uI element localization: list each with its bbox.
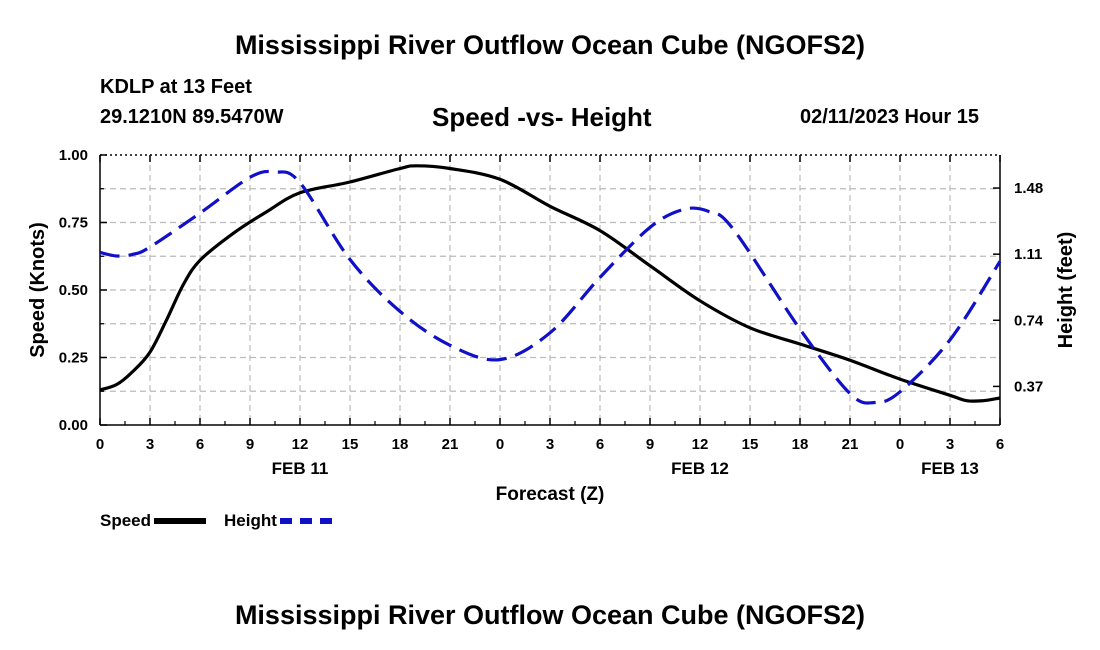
x-tick-label: 21: [442, 436, 459, 453]
x-axis-title: Forecast (Z): [496, 484, 605, 505]
y2-tick-label: 1.11: [1014, 246, 1042, 263]
y-tick-label: 0.50: [59, 282, 88, 299]
x-tick-label: 0: [96, 436, 104, 453]
x-tick-label: 15: [342, 436, 359, 453]
chart-legend: Speed Height: [100, 510, 350, 531]
x-tick-label: 6: [996, 436, 1004, 453]
legend-height-swatch: [279, 517, 332, 524]
chart-title: Mississippi River Outflow Ocean Cube (NG…: [234, 30, 866, 60]
x-tick-label: 3: [546, 436, 554, 453]
footer-title: Mississippi River Outflow Ocean Cube (NG…: [234, 600, 866, 630]
x-tick-label: 0: [896, 436, 904, 453]
x-tick-label: 15: [742, 436, 759, 453]
x-tick-label: 9: [246, 436, 254, 453]
x-tick-label: 18: [792, 436, 809, 453]
x-tick-label: 3: [946, 436, 954, 453]
y2-axis-title: Height (feet): [1055, 232, 1077, 349]
x-tick-label: 9: [646, 436, 654, 453]
coordinates-label: 29.1210N 89.5470W: [100, 106, 284, 128]
x-tick-label: 3: [146, 436, 154, 453]
x-tick-label: 0: [496, 436, 504, 453]
y-tick-label: 0.75: [59, 215, 88, 232]
legend-height-label: Height: [224, 510, 277, 530]
y2-tick-label: 0.74: [1014, 312, 1044, 329]
speed-series-line: [99, 164, 1001, 403]
date-label: FEB 11: [272, 459, 329, 478]
y-axis-title: Speed (Knots): [27, 222, 49, 358]
y-tick-label: 1.00: [59, 147, 88, 164]
x-tick-label: 21: [842, 436, 859, 453]
x-tick-label: 12: [292, 436, 309, 453]
legend-speed-label: Speed: [100, 510, 152, 530]
date-label: FEB 13: [921, 459, 979, 478]
date-label: FEB 12: [671, 459, 729, 478]
y2-tick-label: 0.37: [1014, 378, 1043, 395]
legend-speed-swatch: [154, 517, 207, 524]
station-label: KDLP at 13 Feet: [100, 76, 252, 98]
x-tick-label: 6: [196, 436, 204, 453]
y-tick-label: 0.25: [59, 350, 88, 367]
x-tick-label: 12: [692, 436, 709, 453]
y-tick-label: 0.00: [59, 417, 88, 434]
height-series-line: [99, 169, 1002, 405]
x-tick-label: 6: [596, 436, 604, 453]
y2-tick-label: 1.48: [1014, 180, 1043, 197]
x-tick-label: 18: [392, 436, 409, 453]
forecast-datetime: 02/11/2023 Hour 15: [800, 106, 980, 128]
chart-subtitle: Speed -vs- Height: [432, 102, 652, 132]
